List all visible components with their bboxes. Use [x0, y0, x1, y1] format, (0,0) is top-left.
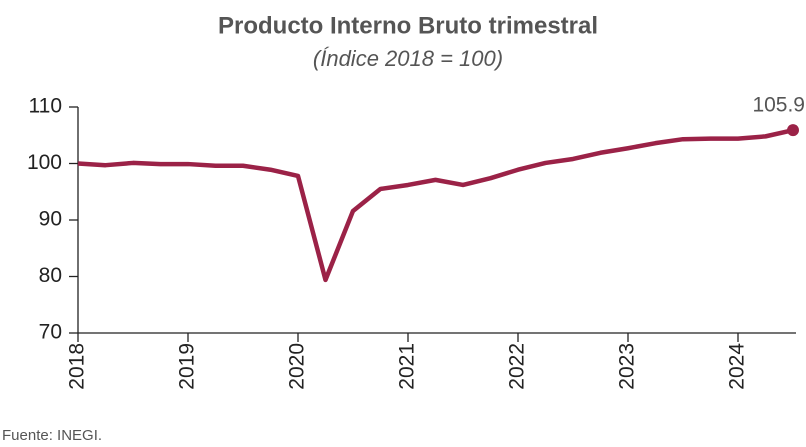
x-tick-label: 2022 — [506, 343, 529, 390]
y-tick-label: 90 — [39, 208, 62, 231]
end-dot — [787, 124, 799, 137]
x-tick-label: 2024 — [726, 343, 749, 390]
chart-subtitle: (Índice 2018 = 100) — [313, 46, 503, 71]
y-tick-label: 80 — [39, 264, 62, 287]
source: Fuente: INEGI. — [2, 427, 102, 444]
x-tick-label: 2021 — [396, 343, 419, 390]
x-tick-label: 2023 — [616, 343, 639, 390]
line — [77, 127, 794, 283]
x-tick-label: 2019 — [176, 343, 199, 390]
x-tick-label: 2018 — [66, 343, 89, 390]
chart-title: Producto Interno Bruto trimestral — [218, 12, 598, 39]
y-tick-label: 100 — [27, 151, 62, 174]
data-label: 105.9 — [752, 94, 805, 117]
y-tick-label: 70 — [39, 321, 62, 344]
y-tick-label: 110 — [29, 95, 62, 118]
x-tick-label: 2020 — [286, 343, 309, 390]
